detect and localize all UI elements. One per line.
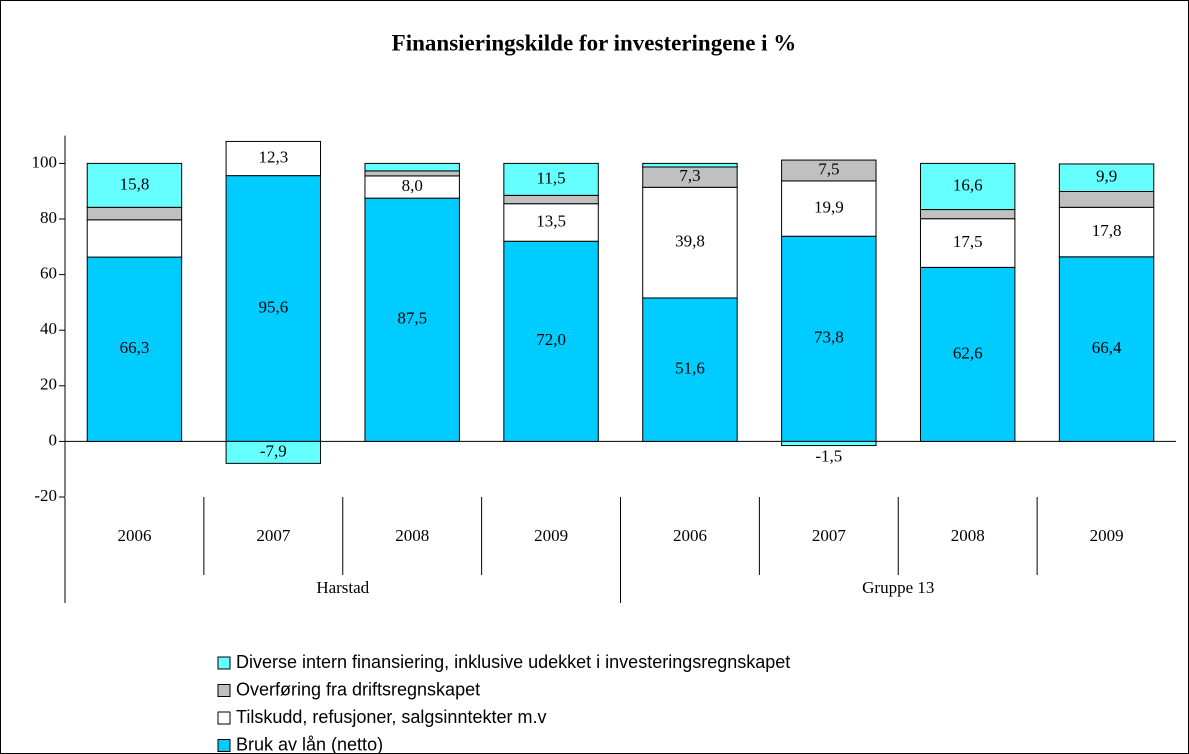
legend-label: Diverse intern finansiering, inklusive u… xyxy=(236,652,790,672)
x-tick-label: 2008 xyxy=(395,526,429,545)
bar-segment xyxy=(919,266,1016,442)
x-tick-label: 2007 xyxy=(256,526,291,545)
data-label: 13,5 xyxy=(536,211,566,230)
legend-swatch xyxy=(217,656,231,670)
bar-segment xyxy=(1058,256,1155,442)
bar-segment xyxy=(86,162,183,208)
bar-segment xyxy=(364,197,460,442)
data-label: 19,9 xyxy=(814,197,844,216)
x-tick-label: 2009 xyxy=(1090,526,1124,545)
data-label: 17,8 xyxy=(1092,221,1122,240)
data-label: 17,5 xyxy=(953,232,983,251)
bar-segment xyxy=(642,186,738,299)
bar-segment xyxy=(919,209,1016,220)
bar-segment xyxy=(225,140,322,177)
bar-segment xyxy=(919,162,1016,211)
y-tick-label: 20 xyxy=(40,375,57,394)
legend-swatch xyxy=(217,711,231,725)
bar-segment xyxy=(642,162,738,168)
bar-segment xyxy=(642,297,738,442)
bar-segment xyxy=(86,256,183,442)
bar-segment xyxy=(1058,163,1155,192)
data-label: 62,6 xyxy=(953,343,983,362)
y-tick-label: 40 xyxy=(40,319,57,338)
data-label: 15,8 xyxy=(120,174,150,193)
data-label: 95,6 xyxy=(258,297,288,316)
legend-swatch xyxy=(217,739,231,752)
chart-title: Finansieringskilde for investeringene i … xyxy=(392,30,797,55)
bar-segment xyxy=(1058,206,1155,258)
group-label: Harstad xyxy=(316,578,369,597)
data-label: 72,0 xyxy=(536,330,566,349)
data-label: 16,6 xyxy=(953,175,983,194)
x-tick-label: 2009 xyxy=(534,526,568,545)
bar-segment xyxy=(503,162,599,196)
y-tick-label: 80 xyxy=(40,208,57,227)
y-tick-label: 60 xyxy=(40,264,57,283)
data-label: 73,8 xyxy=(814,328,844,347)
bar-segment xyxy=(86,219,183,258)
x-tick-label: 2007 xyxy=(812,526,847,545)
x-tick-label: 2006 xyxy=(117,526,151,545)
data-label: 51,6 xyxy=(675,359,705,378)
bar-segment xyxy=(1058,190,1155,208)
bar-segment xyxy=(781,440,877,447)
bar-segment xyxy=(919,218,1016,268)
data-label: 87,5 xyxy=(397,309,427,328)
data-label: 12,3 xyxy=(258,147,288,166)
bar-segment xyxy=(364,170,460,177)
bar-segment xyxy=(364,162,460,172)
data-label: -1,5 xyxy=(815,446,842,465)
data-label: 66,3 xyxy=(120,338,150,357)
bar-segment xyxy=(781,159,877,182)
legend-label: Overføring fra driftsregnskapet xyxy=(236,679,480,699)
x-tick-label: 2008 xyxy=(951,526,985,545)
bar-segment xyxy=(503,203,599,242)
bar-segment xyxy=(86,206,183,221)
legend-swatch xyxy=(217,684,231,697)
data-label: 7,5 xyxy=(818,159,839,178)
bar-segment xyxy=(225,440,322,464)
data-label: 8,0 xyxy=(402,176,423,195)
bar-segment xyxy=(781,235,877,442)
y-tick-label: 100 xyxy=(32,152,58,171)
legend-label: Bruk av lån (netto) xyxy=(236,734,383,754)
y-tick-label: 0 xyxy=(49,430,58,449)
data-label: 7,3 xyxy=(679,166,700,185)
data-label: 39,8 xyxy=(675,232,705,251)
data-label: -7,9 xyxy=(260,441,287,460)
data-label: 11,5 xyxy=(537,168,566,187)
data-label: 9,9 xyxy=(1096,167,1117,186)
data-label: 66,4 xyxy=(1092,338,1122,357)
group-label: Gruppe 13 xyxy=(862,578,934,597)
y-tick-label: -20 xyxy=(34,486,57,505)
x-tick-label: 2006 xyxy=(673,526,707,545)
bar-segment xyxy=(503,194,599,205)
bar-segment xyxy=(781,180,877,237)
legend-label: Tilskudd, refusjoner, salgsinntekter m.v xyxy=(236,707,546,727)
